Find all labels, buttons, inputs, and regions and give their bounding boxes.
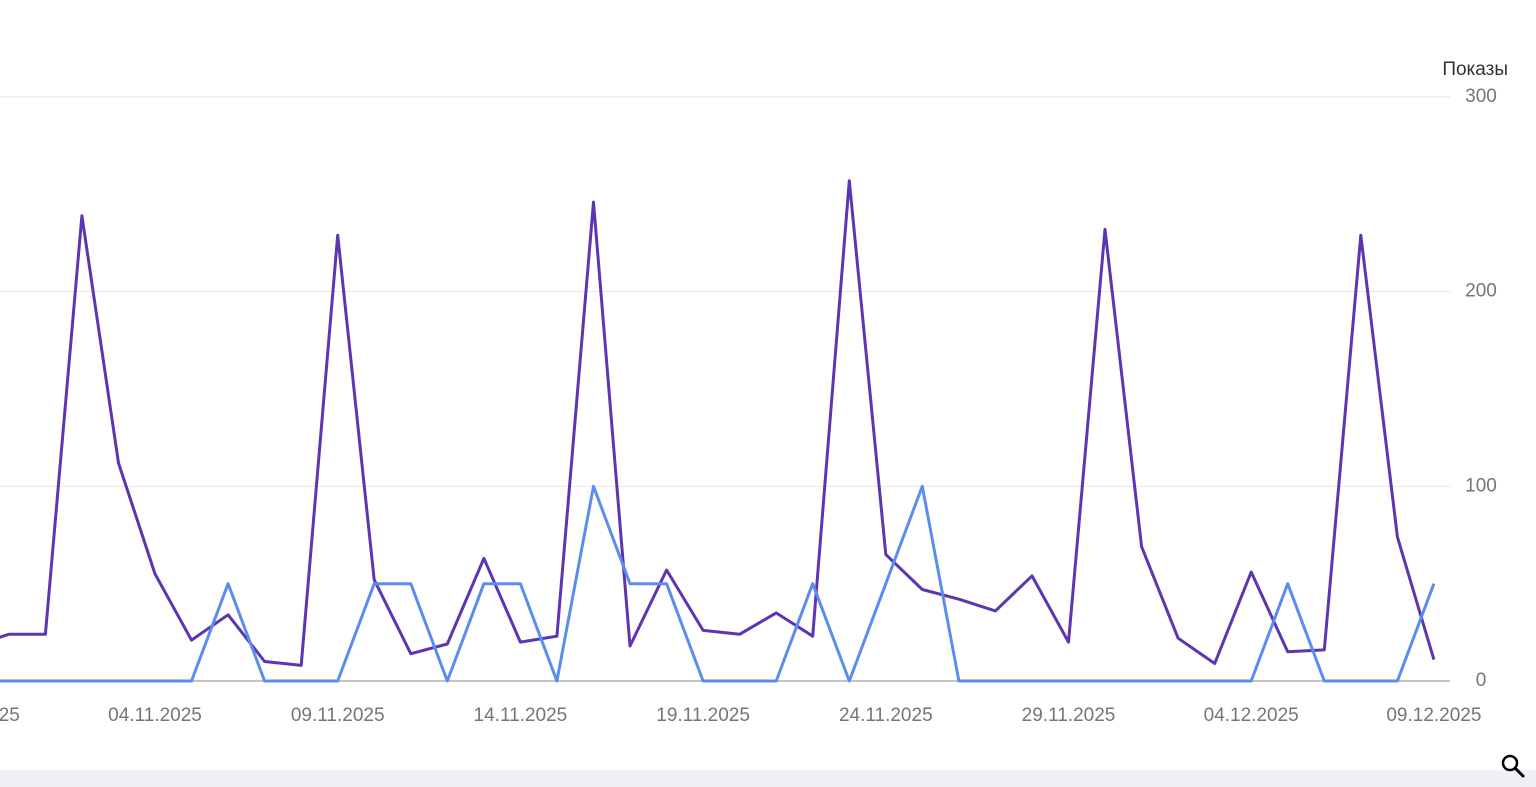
y-axis-label: Показы: [1442, 59, 1508, 80]
x-tick-label: 09.11.2025: [291, 705, 385, 726]
x-tick-label: 04.12.2025: [1204, 705, 1299, 726]
x-tick-label: 30.10.2025: [0, 705, 20, 726]
line-series: [0, 484, 1436, 683]
line-series: [0, 179, 1436, 667]
y-tick-label: 100: [1465, 475, 1497, 496]
y-tick-label: 0: [1476, 670, 1487, 691]
y-tick-label: 200: [1465, 281, 1497, 302]
x-tick-label: 14.11.2025: [474, 705, 568, 726]
x-tick-label: 29.11.2025: [1022, 705, 1116, 726]
x-tick-label: 04.11.2025: [108, 705, 202, 726]
scrollbar-track[interactable]: [0, 770, 1536, 787]
x-tick-label: 19.11.2025: [656, 705, 750, 726]
y-tick-label: 300: [1465, 86, 1497, 107]
zoom-icon[interactable]: [1501, 754, 1525, 778]
x-tick-label: 24.11.2025: [839, 705, 933, 726]
x-tick-label: 09.12.2025: [1386, 705, 1481, 726]
